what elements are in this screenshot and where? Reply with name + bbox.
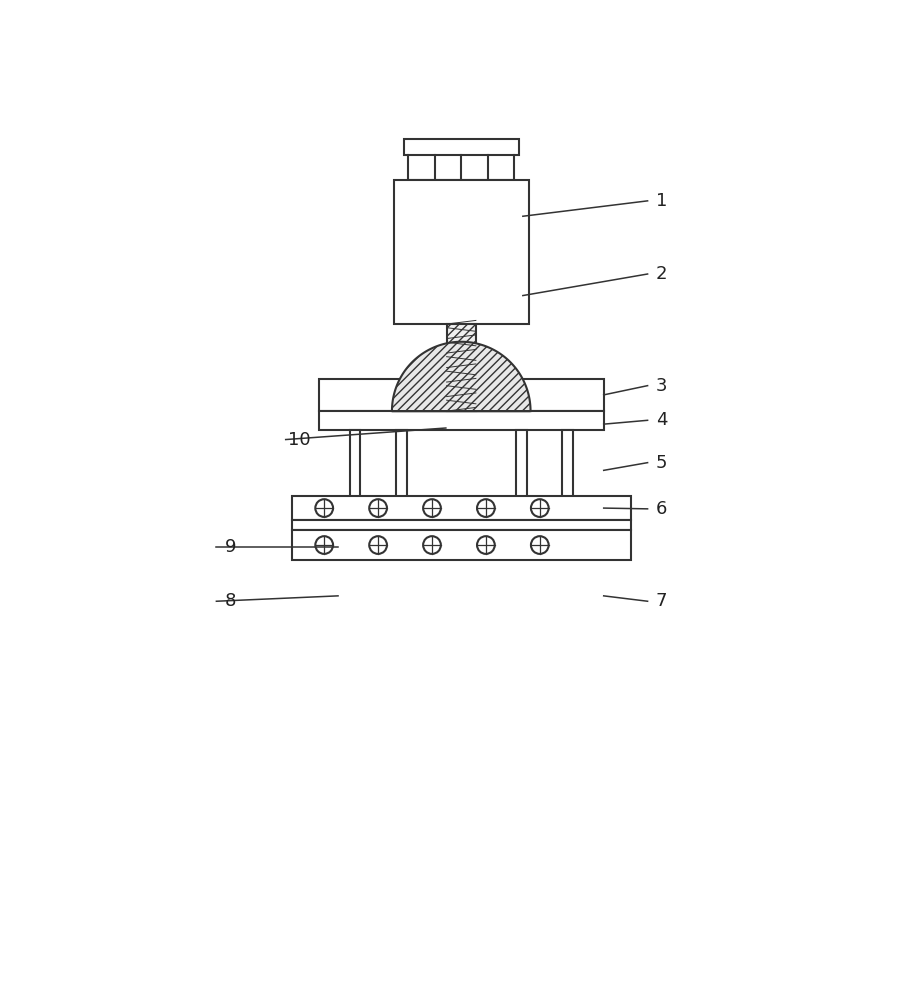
Circle shape	[531, 499, 549, 517]
Text: 4: 4	[656, 411, 667, 429]
Text: 3: 3	[656, 377, 667, 395]
Bar	[292, 520, 631, 530]
Bar	[446, 324, 476, 411]
Circle shape	[315, 499, 333, 517]
Bar	[292, 496, 631, 520]
Circle shape	[477, 536, 495, 554]
Bar	[349, 430, 360, 497]
Bar	[516, 430, 526, 497]
Bar	[562, 430, 573, 497]
Bar	[319, 411, 604, 430]
Text: 1: 1	[656, 192, 667, 210]
Bar	[292, 530, 631, 560]
Circle shape	[423, 536, 441, 554]
Text: 10: 10	[288, 431, 310, 449]
Text: 5: 5	[656, 454, 667, 472]
Text: 8: 8	[225, 592, 236, 610]
Text: 7: 7	[656, 592, 667, 610]
Text: 6: 6	[656, 500, 667, 518]
Circle shape	[423, 499, 441, 517]
Text: 2: 2	[656, 265, 667, 283]
Circle shape	[369, 499, 387, 517]
Text: 9: 9	[224, 538, 236, 556]
Circle shape	[477, 499, 495, 517]
Circle shape	[315, 536, 333, 554]
Bar	[394, 180, 528, 324]
Circle shape	[369, 536, 387, 554]
Circle shape	[531, 536, 549, 554]
Bar	[403, 139, 519, 155]
Bar	[319, 379, 604, 411]
Polygon shape	[392, 342, 530, 411]
Bar	[396, 430, 407, 497]
